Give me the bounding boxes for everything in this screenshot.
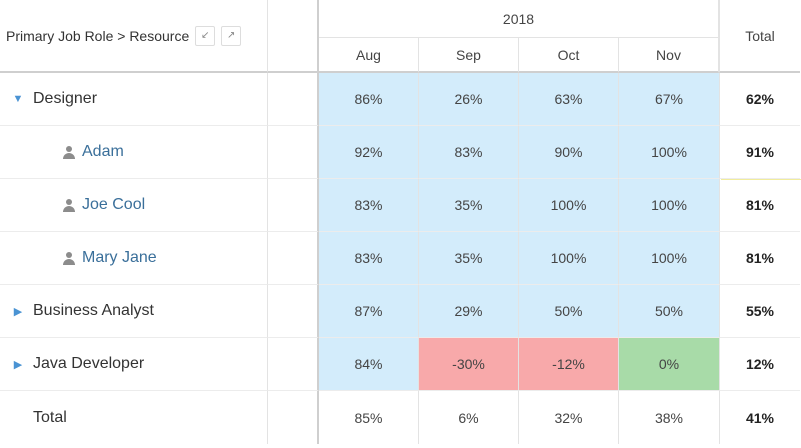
caret-right-icon[interactable]: ▶ xyxy=(13,358,23,371)
row-spacer xyxy=(268,126,319,179)
row-label[interactable]: Adam xyxy=(82,143,124,160)
person-icon xyxy=(62,145,76,160)
row-total-cell[interactable]: 81% xyxy=(719,232,800,285)
total-header-label: Total xyxy=(745,27,775,44)
row-grand-total: Total xyxy=(0,391,268,444)
value-cell[interactable]: 87% xyxy=(319,285,419,338)
month-header-sep[interactable]: Sep xyxy=(419,38,519,73)
value-cell[interactable]: 90% xyxy=(519,126,619,179)
grand-total-cell[interactable]: 41% xyxy=(719,391,800,444)
month-header-oct[interactable]: Oct xyxy=(519,38,619,73)
person-icon xyxy=(62,251,76,266)
value-cell[interactable]: 84% xyxy=(319,338,419,391)
row-total-cell[interactable]: 55% xyxy=(719,285,800,338)
row-label[interactable]: Joe Cool xyxy=(82,196,146,213)
row-mary-jane[interactable]: Mary Jane xyxy=(0,232,268,285)
value-cell[interactable]: 92% xyxy=(319,126,419,179)
row-spacer xyxy=(268,73,319,126)
value-cell[interactable]: 100% xyxy=(619,179,719,232)
row-total-cell[interactable]: 91% xyxy=(719,126,800,179)
value-cell[interactable]: 35% xyxy=(419,232,519,285)
row-total-cell[interactable]: 12% xyxy=(719,338,800,391)
expand-all-icon[interactable]: ↗ xyxy=(221,25,242,46)
total-value-cell[interactable]: 6% xyxy=(419,391,519,444)
row-spacer xyxy=(268,285,319,338)
year-label: 2018 xyxy=(502,10,535,27)
row-java-developer[interactable]: ▶ Java Developer xyxy=(0,338,268,391)
value-cell[interactable]: 67% xyxy=(619,73,719,126)
caret-down-icon[interactable]: ▼ xyxy=(12,93,24,105)
row-spacer xyxy=(268,391,319,444)
month-label: Oct xyxy=(557,46,580,63)
month-header-aug[interactable]: Aug xyxy=(319,38,419,73)
total-value-cell[interactable]: 85% xyxy=(319,391,419,444)
value-cell[interactable]: 100% xyxy=(519,179,619,232)
value-cell[interactable]: 83% xyxy=(419,126,519,179)
row-spacer xyxy=(268,179,319,232)
row-label: Designer xyxy=(33,90,98,107)
value-cell[interactable]: 0% xyxy=(619,338,719,391)
value-cell[interactable]: -12% xyxy=(519,338,619,391)
month-label: Nov xyxy=(656,46,681,63)
value-cell[interactable]: 100% xyxy=(619,232,719,285)
dimension-title: Primary Job Role > Resource xyxy=(6,27,190,44)
selection-indicator xyxy=(721,179,801,180)
month-label: Aug xyxy=(356,46,381,63)
total-value-cell[interactable]: 38% xyxy=(654,409,684,426)
row-label: Total xyxy=(33,408,67,426)
value-cell[interactable]: 26% xyxy=(419,73,519,126)
row-total-cell[interactable]: 81% xyxy=(719,179,800,232)
spacer-header xyxy=(268,0,319,73)
value-cell[interactable]: 83% xyxy=(319,232,419,285)
collapse-all-icon[interactable]: ↙ xyxy=(195,25,216,46)
row-designer[interactable]: ▼ Designer xyxy=(0,73,268,126)
row-label: Java Developer xyxy=(33,355,145,372)
year-header: 2018 xyxy=(319,0,719,38)
total-header: Total xyxy=(719,0,800,73)
row-joe-cool[interactable]: Joe Cool xyxy=(0,179,268,232)
dimension-header: Primary Job Role > Resource ↙ ↗ xyxy=(0,0,268,73)
person-icon xyxy=(62,198,76,213)
row-spacer xyxy=(268,232,319,285)
value-cell[interactable]: 50% xyxy=(519,285,619,338)
value-cell[interactable]: 83% xyxy=(319,179,419,232)
value-cell[interactable]: 100% xyxy=(619,126,719,179)
value-cell[interactable]: 29% xyxy=(419,285,519,338)
total-value-cell[interactable]: 32% xyxy=(519,391,619,444)
row-spacer xyxy=(268,338,319,391)
row-adam[interactable]: Adam xyxy=(0,126,268,179)
row-label[interactable]: Mary Jane xyxy=(82,249,157,266)
row-business-analyst[interactable]: ▶ Business Analyst xyxy=(0,285,268,338)
caret-right-icon[interactable]: ▶ xyxy=(13,305,23,318)
value-cell[interactable]: 50% xyxy=(619,285,719,338)
value-cell[interactable]: 63% xyxy=(519,73,619,126)
value-cell[interactable]: 100% xyxy=(519,232,619,285)
value-cell[interactable]: -30% xyxy=(419,338,519,391)
row-total-cell[interactable]: 62% xyxy=(719,73,800,126)
value-cell[interactable]: 86% xyxy=(319,73,419,126)
month-header-nov[interactable]: Nov xyxy=(619,38,719,73)
month-label: Sep xyxy=(456,46,481,63)
value-cell[interactable]: 35% xyxy=(419,179,519,232)
row-label: Business Analyst xyxy=(33,302,154,319)
